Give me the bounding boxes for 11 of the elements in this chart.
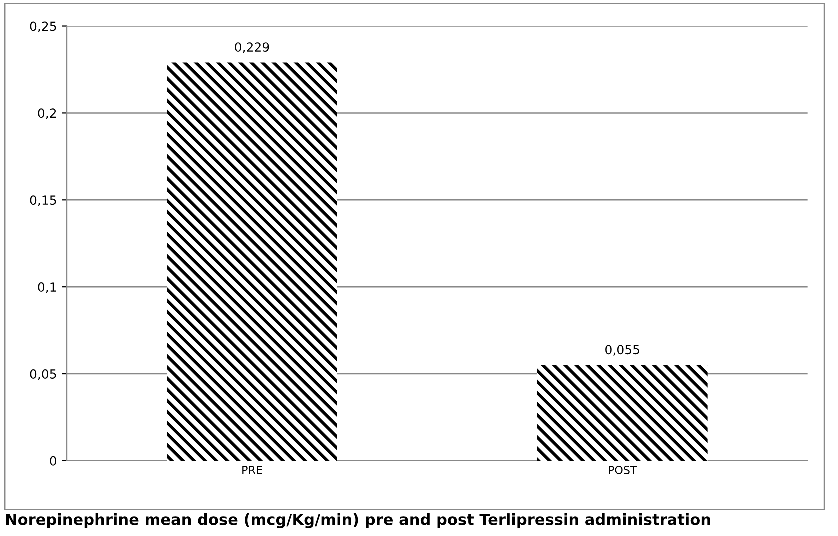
- data-label: 0,229: [235, 42, 270, 54]
- y-tick-label: 0,2: [38, 108, 56, 120]
- x-tick-label: POST: [609, 466, 638, 474]
- y-tick-label: 0: [50, 456, 56, 466]
- y-tick-label: 0,15: [30, 196, 56, 206]
- y-tick-label: 0,25: [30, 22, 56, 32]
- y-tick-label: 0,05: [30, 369, 56, 380]
- text: Norepinephrine mean dose (mcg/Kg/min) pre and post Terlipressin administration: [6, 514, 710, 528]
- y-tick-label: 0,1: [38, 282, 56, 294]
- data-label: 0,055: [606, 345, 640, 356]
- x-tick-label: PRE: [242, 466, 262, 474]
